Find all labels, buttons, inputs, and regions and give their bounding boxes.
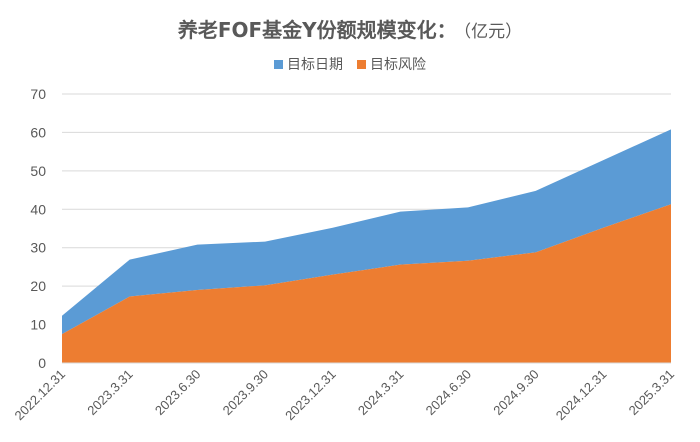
legend-item-target-risk: 目标风险 xyxy=(357,54,426,74)
x-tick-label: 2024.9.30 xyxy=(490,367,542,419)
x-tick-label: 2024.12.31 xyxy=(553,367,610,424)
x-tick-label: 2025.3.31 xyxy=(626,367,678,419)
y-tick-label: 50 xyxy=(30,163,46,179)
x-tick-label: 2023.3.31 xyxy=(84,367,136,419)
y-tick-label: 60 xyxy=(30,124,46,140)
legend-swatch-target-date xyxy=(274,59,283,69)
y-tick-label: 0 xyxy=(38,355,46,371)
x-tick-label: 2023.6.30 xyxy=(152,367,204,419)
legend-item-target-date: 目标日期 xyxy=(274,54,343,74)
y-tick-label: 40 xyxy=(30,201,46,217)
x-tick-label: 2023.12.31 xyxy=(282,367,339,424)
chart-title: 养老FOF基金Y份额规模变化： （亿元） xyxy=(0,14,700,43)
chart-title-unit: （亿元） xyxy=(462,22,523,42)
chart-legend: 目标日期 目标风险 xyxy=(0,54,700,74)
y-tick-label: 20 xyxy=(30,278,46,294)
series-area-target-risk xyxy=(62,204,671,363)
y-tick-label: 10 xyxy=(30,317,46,333)
chart-title-main: 养老FOF基金Y份额规模变化： xyxy=(177,18,457,42)
x-tick-label: 2024.6.30 xyxy=(423,367,475,419)
x-tick-label: 2022.12.31 xyxy=(11,367,68,424)
x-tick-label: 2023.9.30 xyxy=(220,367,272,419)
legend-swatch-target-risk xyxy=(357,59,366,69)
y-tick-label: 70 xyxy=(30,86,46,102)
legend-label-target-date: 目标日期 xyxy=(287,57,343,73)
y-tick-label: 30 xyxy=(30,240,46,256)
x-tick-label: 2024.3.31 xyxy=(355,367,407,419)
series-area-target-date xyxy=(62,129,671,335)
legend-label-target-risk: 目标风险 xyxy=(370,57,426,73)
